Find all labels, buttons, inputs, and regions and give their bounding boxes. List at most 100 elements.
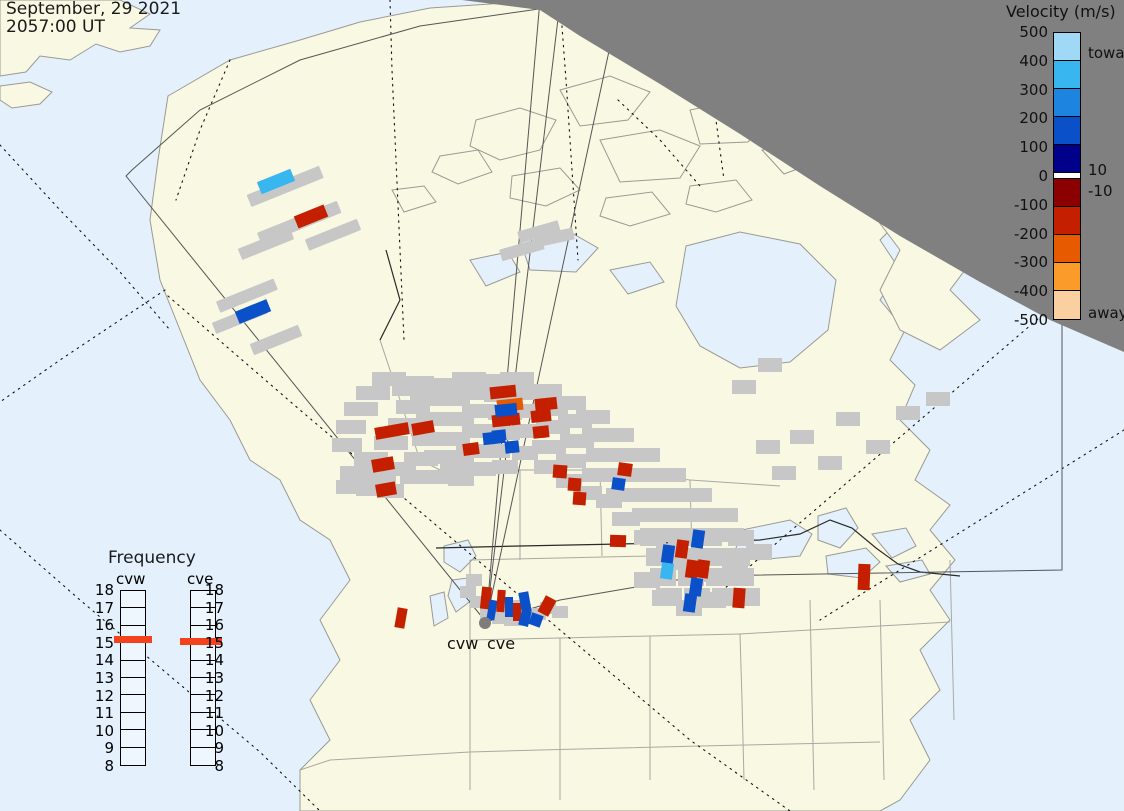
velocity-cell xyxy=(234,299,272,324)
timestamp-time: 2057:00 UT xyxy=(6,17,105,37)
velocity-cell xyxy=(695,559,711,579)
velocity-cell xyxy=(496,589,506,613)
colorbar-tick-label: 500 xyxy=(1019,23,1048,41)
colorbar-tick-label: -200 xyxy=(1013,224,1048,243)
frequency-tick-label: 18 xyxy=(204,581,224,599)
velocity-cell xyxy=(534,396,558,412)
frequency-bar-cvw xyxy=(120,590,146,766)
frequency-tick-label: 8 xyxy=(104,757,114,775)
velocity-cell xyxy=(505,597,513,617)
frequency-cell xyxy=(191,643,215,661)
frequency-tick-label: 17 xyxy=(204,598,224,617)
velocity-cell xyxy=(530,408,552,424)
frequency-tick-label: 13 xyxy=(94,669,114,687)
frequency-cell xyxy=(191,661,215,678)
frequency-tick-label: 12 xyxy=(204,686,224,705)
velocity-cell xyxy=(567,477,582,492)
frequency-tick-label: 11 xyxy=(94,704,114,723)
velocity-cell xyxy=(486,599,498,621)
colorbar-away-label: away xyxy=(1088,304,1124,322)
frequency-cell xyxy=(121,608,145,626)
timestamp: September, 29 2021 2057:00 UT xyxy=(6,0,181,36)
frequency-tick-label: 17 xyxy=(94,598,114,617)
frequency-tick-label: 16 xyxy=(94,616,114,635)
site-label-cve: cve xyxy=(487,634,516,653)
velocity-cell xyxy=(256,168,296,195)
frequency-tick-label: 11 xyxy=(204,704,224,723)
terminator-shadow xyxy=(462,0,1124,352)
colorbar-title: Velocity (m/s) xyxy=(1006,2,1116,21)
frequency-bar-cve xyxy=(190,590,216,766)
colorbar-band xyxy=(1054,117,1080,145)
frequency-bar-label-cve: cve xyxy=(187,570,214,588)
velocity-cell xyxy=(617,462,633,477)
frequency-bar-label-cvw: cvw xyxy=(116,570,146,588)
frequency-cell xyxy=(191,713,215,731)
colorbar-tick-label: 400 xyxy=(1019,51,1048,70)
frequency-title: Frequency xyxy=(108,548,196,568)
velocity-cell xyxy=(532,425,550,439)
frequency-cell xyxy=(121,713,145,731)
velocity-cell xyxy=(690,529,706,549)
velocity-cell xyxy=(732,587,746,609)
velocity-cell xyxy=(491,429,507,442)
timestamp-date: September, 29 2021 xyxy=(6,0,182,19)
frequency-tick-label: 10 xyxy=(94,721,114,740)
frequency-cell xyxy=(121,643,145,661)
frequency-cell xyxy=(191,678,215,696)
colorbar-tick-label: -300 xyxy=(1013,253,1048,272)
velocity-cell xyxy=(572,491,587,506)
velocity-data-cells xyxy=(234,168,871,629)
frequency-cell xyxy=(121,730,145,748)
colorbar-tick-label: -100 xyxy=(1013,195,1048,214)
frequency-marker-cve xyxy=(180,638,222,645)
velocity-cell xyxy=(513,603,521,621)
frequency-cell xyxy=(191,591,215,609)
colorbar-band xyxy=(1054,263,1080,291)
frequency-cell xyxy=(121,678,145,696)
frequency-tick-label: 14 xyxy=(204,651,224,670)
colorbar-band xyxy=(1054,145,1080,173)
velocity-cell xyxy=(518,591,532,613)
political-borders xyxy=(299,339,955,800)
colorbar-tick-label: -500 xyxy=(1013,311,1048,329)
frequency-tick-label: 9 xyxy=(214,739,224,758)
colorbar-band xyxy=(1054,179,1080,207)
velocity-cell xyxy=(394,607,408,629)
velocity-cell xyxy=(504,440,520,454)
frequency-cell xyxy=(121,695,145,713)
frequency-tick-label: 8 xyxy=(214,757,224,775)
velocity-cell xyxy=(857,563,871,591)
frequency-tick-label: 15 xyxy=(94,633,114,652)
frequency-tick-label: 13 xyxy=(204,669,224,687)
colorbar-tick-label: -400 xyxy=(1013,282,1048,301)
frequency-tick-label: 9 xyxy=(104,739,114,758)
velocity-cell xyxy=(371,456,395,473)
frequency-cell xyxy=(191,608,215,626)
velocity-cell xyxy=(411,420,435,436)
velocity-cell xyxy=(660,544,676,564)
velocity-colorbar xyxy=(1053,32,1081,320)
velocity-cell xyxy=(611,477,626,491)
velocity-cell xyxy=(682,593,698,613)
frequency-cell xyxy=(121,748,145,765)
velocity-cell xyxy=(537,595,557,617)
frequency-tick-label: 10 xyxy=(204,721,224,740)
velocity-cell xyxy=(528,612,544,628)
frequency-tick-label: 14 xyxy=(94,651,114,670)
frequency-cell xyxy=(121,661,145,678)
colorbar-toward-label: toward xyxy=(1088,44,1124,62)
frequency-cell xyxy=(121,591,145,609)
velocity-cell xyxy=(688,577,704,597)
velocity-cell xyxy=(518,609,532,627)
colorbar-tick-label: 0 xyxy=(1038,167,1048,185)
frequency-cell xyxy=(191,695,215,713)
colorbar-tick-label: 200 xyxy=(1019,109,1048,128)
velocity-cell xyxy=(552,464,568,479)
velocity-cell xyxy=(494,402,518,418)
colorbar-threshold-positive: 10 xyxy=(1088,161,1108,179)
colorbar-threshold-negative: -10 xyxy=(1088,182,1113,200)
colorbar-band xyxy=(1054,207,1080,235)
